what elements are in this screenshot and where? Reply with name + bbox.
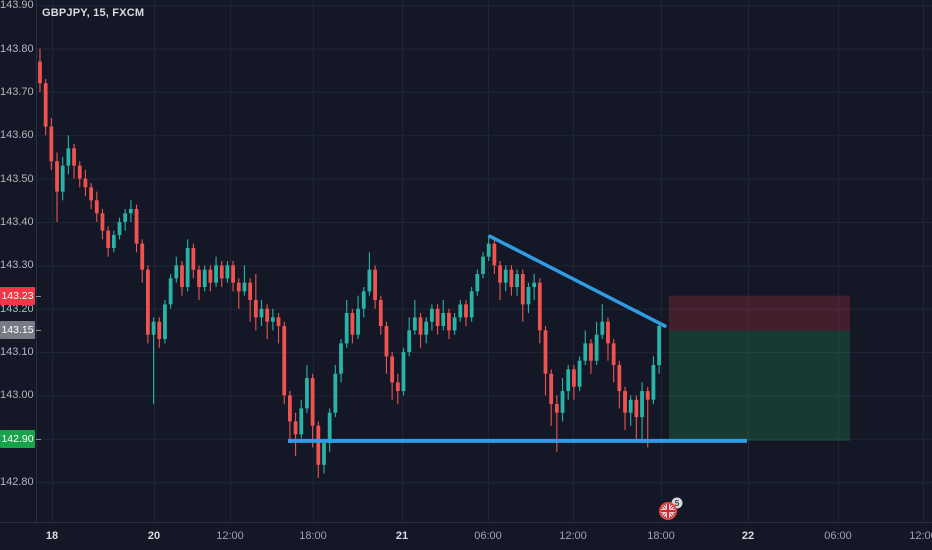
event-count: 5 <box>675 498 680 508</box>
price-tick-label: 143.60 <box>0 129 34 142</box>
price-tick-label: 143.40 <box>0 215 34 228</box>
price-tick-label: 143.70 <box>0 85 34 98</box>
symbol-title[interactable]: GBPJPY, 15, FXCM <box>42 7 145 19</box>
time-tick-label: 21 <box>395 530 409 542</box>
take-profit-zone <box>669 330 850 441</box>
time-tick-label: 06:00 <box>474 530 502 542</box>
time-tick-label: 20 <box>147 530 161 542</box>
candlestick-series <box>38 48 661 478</box>
price-tick-label: 143.50 <box>0 172 34 185</box>
uk-flag-icon <box>659 502 677 520</box>
stop-loss-zone <box>669 295 850 331</box>
time-tick-label: 06:00 <box>824 530 852 542</box>
price-tick-label: 143.90 <box>0 0 34 12</box>
price-tick-label: 143.30 <box>0 259 34 272</box>
price-tick-label: 143.10 <box>0 346 34 359</box>
price-label-tick <box>36 295 41 297</box>
price-tick-label: 142.80 <box>0 476 34 489</box>
price-label-target: 142.90 <box>0 429 35 448</box>
time-axis[interactable]: 18 20 12:00 18:00 21 06:00 12:00 18:00 22 06:00 12… <box>0 522 932 550</box>
price-tick-label: 143.00 <box>0 389 34 402</box>
descending-trendline[interactable] <box>488 234 667 328</box>
price-label-tick <box>36 330 41 332</box>
economic-event-marker[interactable]: 5 <box>652 494 684 522</box>
time-tick-label: 12:00 <box>559 530 587 542</box>
time-tick-label: 18:00 <box>647 530 675 542</box>
time-tick-label: 12:00 <box>909 530 932 542</box>
price-label-tick <box>36 438 41 440</box>
time-tick-label: 22 <box>741 530 755 542</box>
price-tick-label: 143.80 <box>0 42 34 55</box>
price-axis[interactable]: 143.90 143.80 143.70 143.60 143.50 143.40 143.… <box>0 0 41 522</box>
time-tick-label: 12:00 <box>216 530 244 542</box>
price-label-stop: 143.23 <box>0 286 35 305</box>
time-tick-label: 18 <box>45 530 59 542</box>
price-label-entry: 143.15 <box>0 321 35 340</box>
price-tick-label: 143.20 <box>0 302 34 315</box>
short-position-tool[interactable] <box>669 295 850 441</box>
time-tick-label: 18:00 <box>299 530 327 542</box>
